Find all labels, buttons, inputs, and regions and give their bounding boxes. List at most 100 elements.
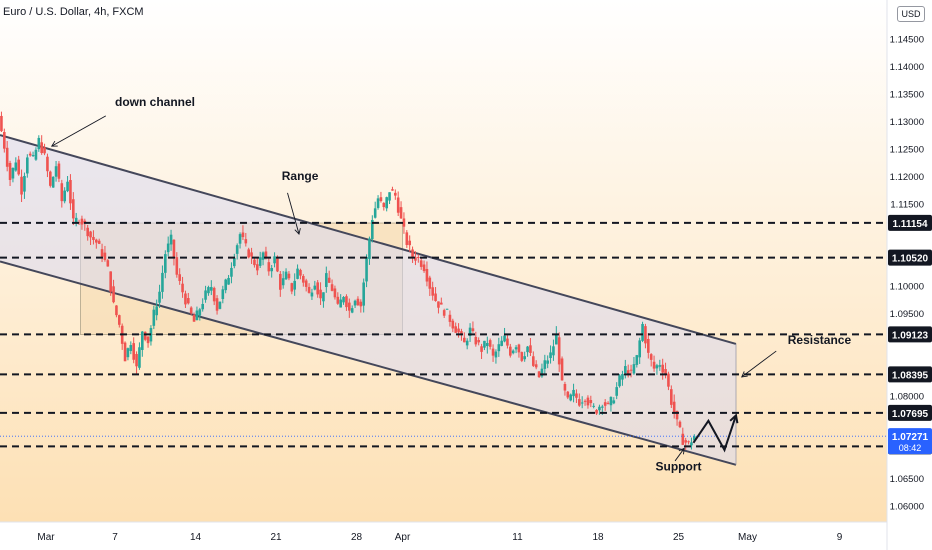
candle	[230, 262, 233, 284]
candle	[586, 395, 590, 409]
candle	[46, 153, 49, 178]
candle	[672, 394, 676, 419]
candle-body	[560, 358, 564, 381]
candle-body	[158, 291, 161, 303]
candle-body	[327, 277, 331, 283]
candle	[207, 285, 210, 296]
candle	[612, 397, 616, 405]
candle	[382, 202, 386, 211]
candle-body	[359, 301, 363, 307]
candle-body	[244, 239, 248, 244]
annotation-arrowhead	[678, 447, 685, 455]
candle	[336, 292, 340, 305]
candle	[557, 332, 561, 372]
candle	[54, 160, 58, 182]
candle-body	[169, 234, 173, 245]
price-line-label: 1.09123	[888, 326, 932, 343]
price-axis[interactable]: 1.111541.105201.091231.083951.076951.070…	[888, 35, 932, 513]
candle-body	[256, 264, 259, 271]
candle	[560, 356, 564, 381]
candle-body	[667, 373, 670, 387]
candle	[463, 332, 466, 343]
candle-body	[621, 374, 624, 380]
candle	[201, 298, 204, 312]
candle	[267, 257, 271, 276]
candle-body	[494, 351, 498, 358]
candle	[109, 271, 112, 296]
candle-body	[348, 302, 351, 311]
annotation-label: Range	[282, 169, 319, 183]
candle	[474, 331, 478, 347]
down-channel-layer	[0, 134, 737, 466]
candle-body	[184, 293, 187, 305]
candle-body	[106, 260, 110, 267]
time-tick-label: 21	[270, 532, 282, 543]
candle-body	[583, 400, 587, 402]
candle	[491, 344, 495, 362]
candle-body	[468, 327, 472, 337]
candle	[379, 191, 383, 203]
candle	[184, 290, 187, 308]
candle	[649, 353, 653, 367]
candle-body	[474, 336, 478, 345]
candle	[28, 151, 32, 157]
candle	[189, 306, 193, 315]
candle	[488, 338, 492, 350]
candle-body	[431, 287, 434, 296]
candle-body	[57, 163, 61, 179]
candle	[290, 282, 294, 295]
candle-body	[192, 314, 196, 322]
annotation: Range	[282, 169, 319, 235]
time-axis[interactable]: Mar 7 14 21 28 Apr 11 18 25 May 9	[37, 532, 842, 543]
candle	[500, 336, 503, 347]
annotation-arrowhead	[294, 228, 301, 235]
candle	[253, 256, 256, 268]
candle-body	[572, 389, 575, 397]
candle	[5, 141, 9, 172]
candle-body	[540, 368, 544, 377]
candle-body	[601, 406, 604, 408]
candle	[647, 333, 650, 359]
candle-body	[276, 258, 279, 272]
candle	[138, 342, 141, 370]
candle	[192, 312, 196, 322]
candle-body	[296, 268, 299, 279]
candle	[448, 310, 452, 327]
annotation-label: Support	[656, 459, 702, 473]
candle-body	[253, 259, 256, 266]
candle	[244, 232, 248, 247]
candle-body	[425, 268, 429, 282]
candle	[296, 264, 299, 280]
price-label-text: 1.11154	[892, 219, 927, 230]
channel-upper-line	[0, 134, 737, 345]
candle	[224, 278, 227, 294]
candle	[49, 170, 52, 188]
candle-body	[543, 360, 547, 369]
candle	[517, 343, 521, 358]
candle-body	[612, 400, 616, 404]
candle	[241, 225, 245, 241]
candle-body	[356, 298, 360, 306]
candle	[483, 340, 486, 351]
candle	[26, 154, 29, 178]
candle	[437, 301, 440, 314]
candle-body	[95, 239, 98, 243]
candle-body	[31, 155, 35, 157]
price-tick-label: 1.12500	[890, 144, 924, 155]
annotation-arrowhead	[740, 371, 748, 378]
candle-body	[23, 175, 26, 192]
currency-button[interactable]: USD	[897, 6, 925, 22]
candle	[345, 294, 348, 311]
candle-body	[17, 159, 20, 175]
candle	[66, 175, 69, 193]
candle	[112, 279, 115, 304]
candle	[135, 351, 138, 374]
candle-body	[635, 355, 639, 365]
time-tick-label: May	[738, 532, 757, 543]
candle	[638, 337, 641, 364]
candle-body	[592, 405, 595, 407]
candle-body	[247, 249, 250, 258]
candle	[434, 287, 437, 302]
